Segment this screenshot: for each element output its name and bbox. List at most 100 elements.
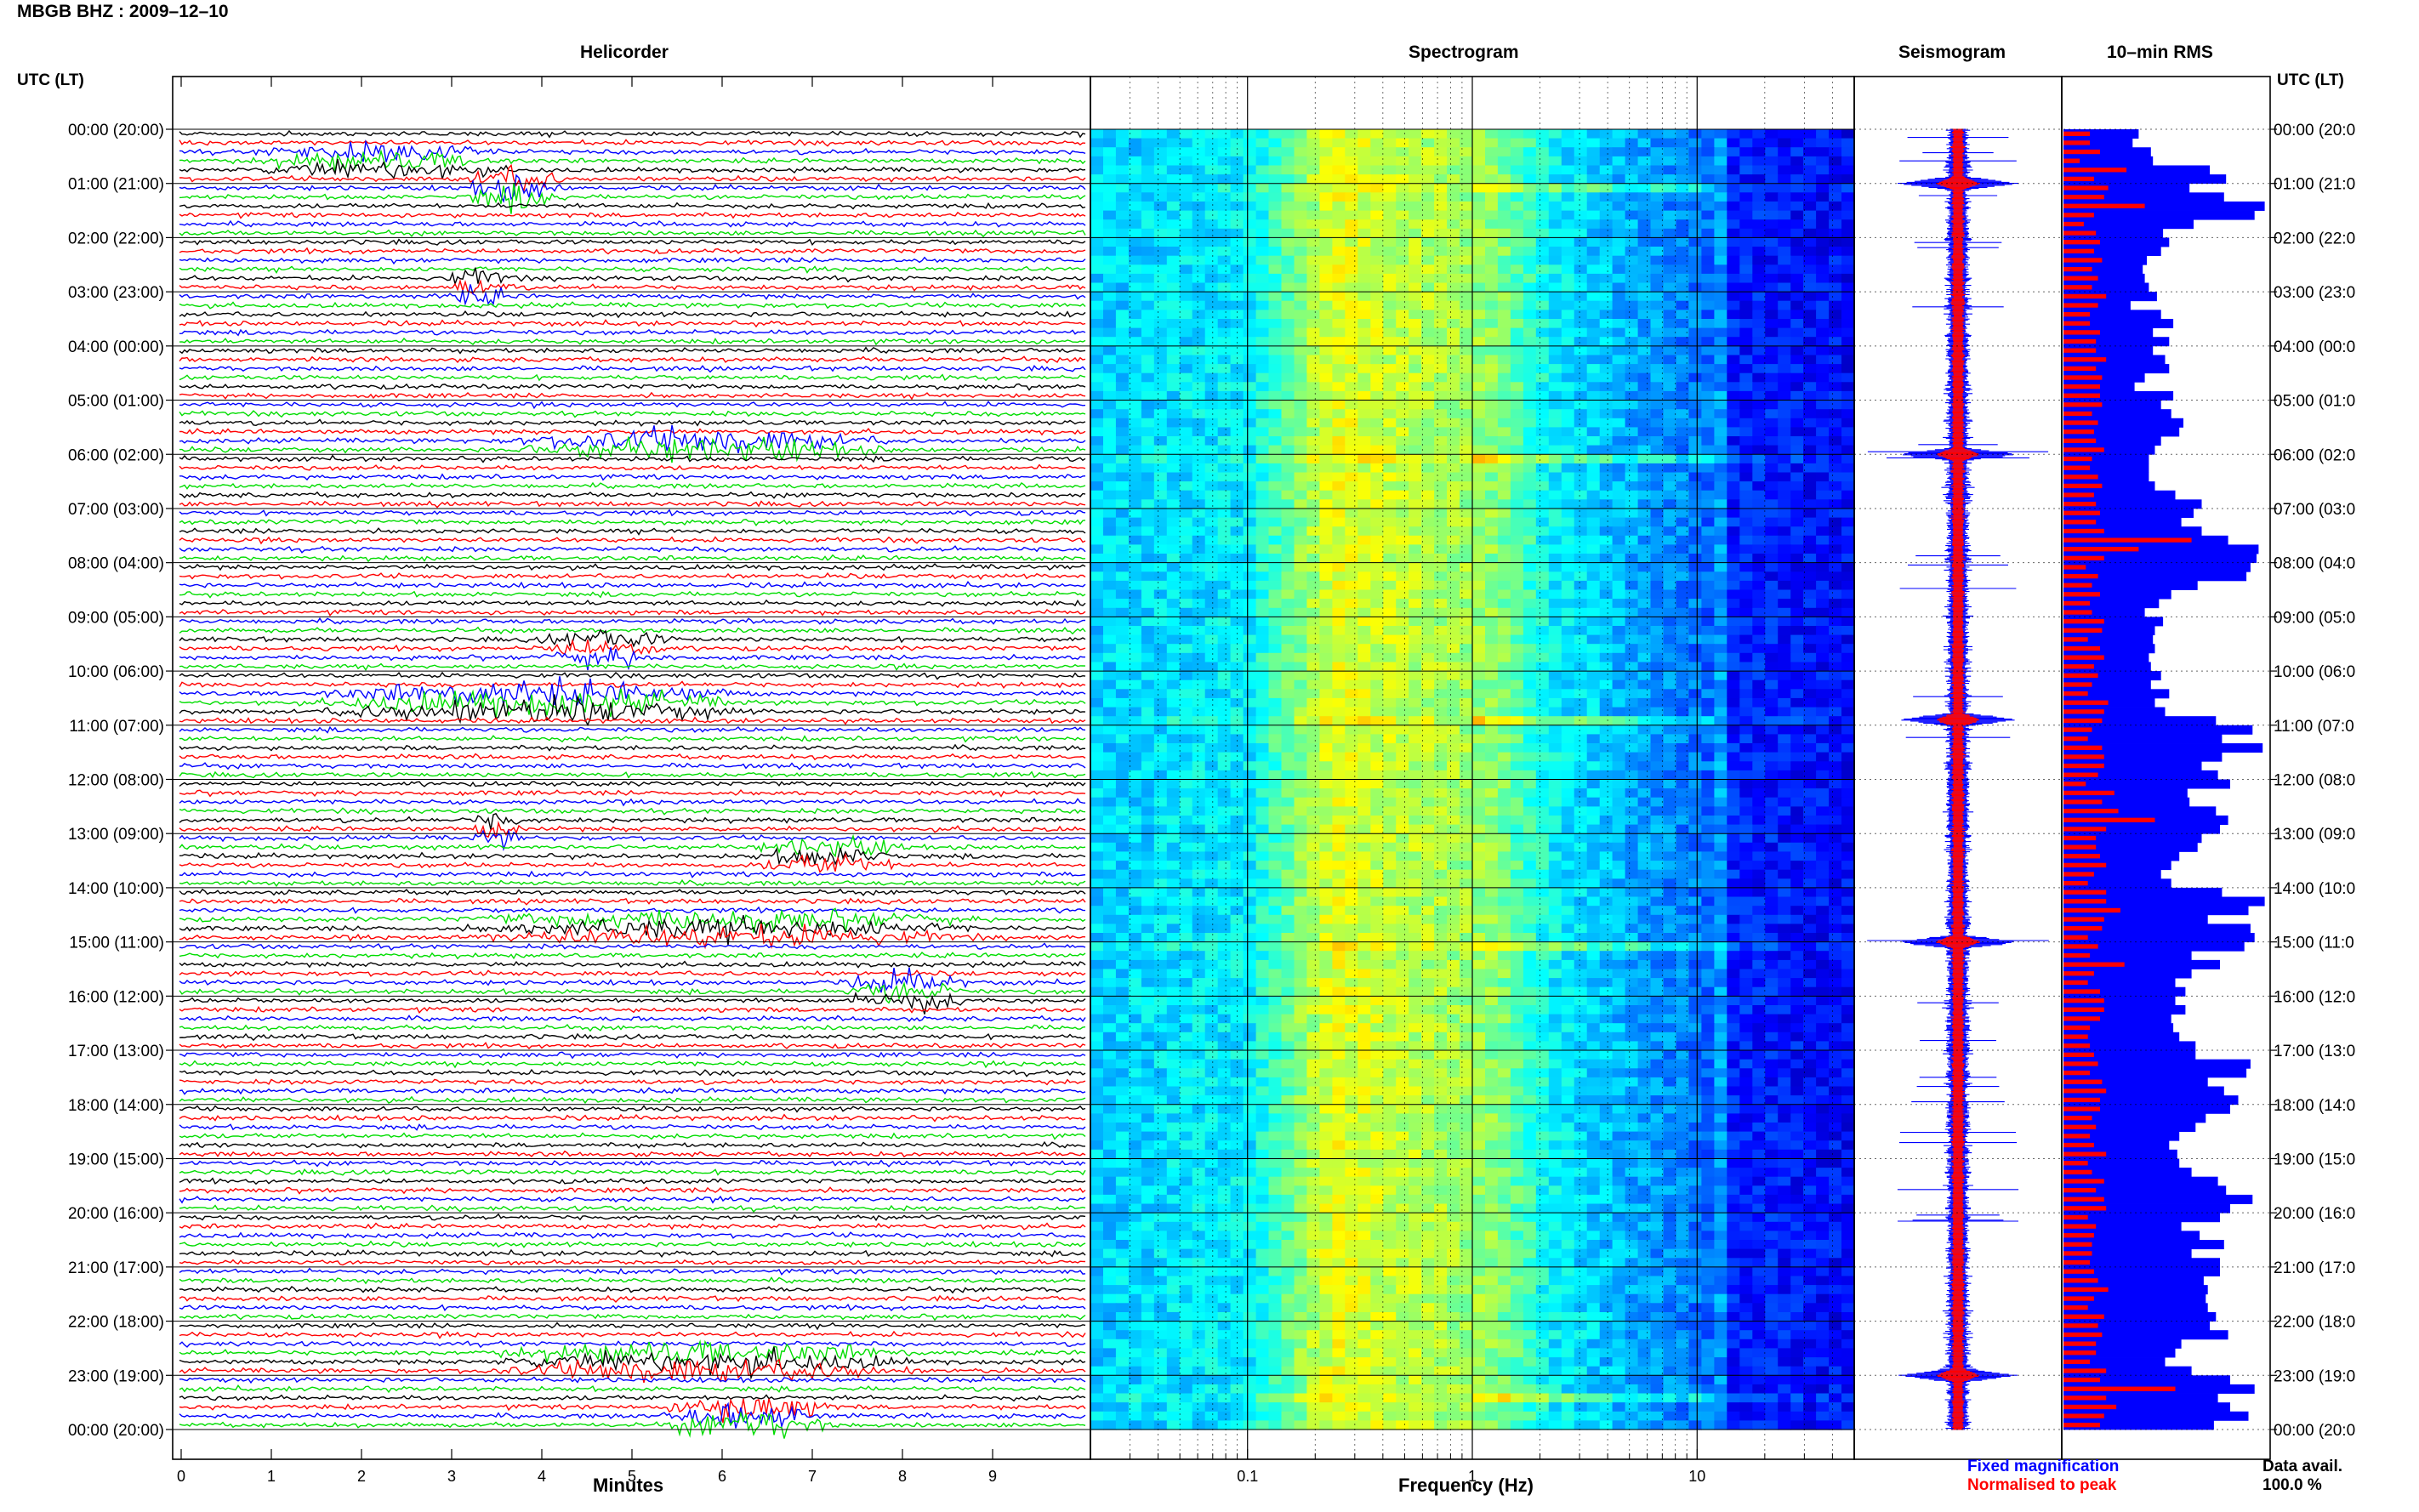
spectrogram-cell [1586,743,1601,753]
spectrogram-cell [1548,138,1562,148]
spectrogram-cell [1357,499,1371,509]
spectrogram-cell [1523,372,1537,383]
spectrogram-cell [1497,228,1511,239]
spectrogram-cell [1179,679,1193,690]
spectrogram-cell [1472,273,1486,284]
spectrogram-cell [1090,183,1104,193]
spectrogram-cell [1714,869,1727,879]
spectrogram-cell [1676,644,1690,654]
spectrogram-cell [1625,806,1639,816]
spectrogram-cell [1599,364,1614,374]
spectrogram-cell [1561,490,1575,500]
spectrogram-cell [1357,210,1371,220]
spectrogram-cell [1243,716,1257,726]
spectrogram-cell [1829,671,1842,681]
spectrogram-cell [1574,183,1588,193]
spectrogram-cell [1243,481,1257,492]
spectrogram-cell [1319,138,1333,148]
spectrogram-cell [1472,761,1486,771]
spectrogram-cell [1752,662,1766,672]
spectrogram-cell [1688,292,1702,302]
spectrogram-cell [1357,345,1371,356]
spectrogram-cell [1714,861,1727,871]
spectrogram-cell [1612,869,1626,879]
spectrogram-cell [1523,337,1537,347]
spectrogram-cell [1637,580,1652,591]
spectrogram-cell [1650,851,1665,861]
spectrogram-cell [1841,589,1855,600]
spectrogram-cell [1472,716,1486,726]
spectrogram-cell [1701,644,1715,654]
spectrogram-cell [1663,310,1677,320]
spectrogram-cell [1650,671,1665,681]
spectrogram-cell [1255,869,1270,879]
spectrogram-cell [1586,463,1601,474]
spectrogram-cell [1357,390,1371,401]
spectrogram-cell [1409,544,1422,554]
spectrogram-cell [1115,689,1130,699]
spectrogram-cell [1829,689,1842,699]
spectrogram-cell [1472,472,1486,482]
spectrogram-cell [1663,174,1677,185]
spectrogram-cell [1115,634,1130,645]
spectrogram-cell [1663,544,1677,554]
spectrogram-cell [1396,824,1409,834]
spectrogram-cell [1535,707,1550,717]
spectrogram-cell [1485,273,1499,284]
spectrogram-cell [1701,734,1715,744]
spectrogram-cell [1434,842,1448,853]
spectrogram-cell [1816,210,1830,220]
spectrogram-cell [1103,652,1117,663]
spectrogram-cell [1778,743,1791,753]
spectrogram-cell [1829,652,1842,663]
spectrogram-cell [1217,861,1232,871]
spectrogram-cell [1599,327,1614,338]
spectrogram-cell [1714,770,1727,781]
spectrogram-cell [1268,345,1283,356]
spectrogram-cell [1243,861,1257,871]
spectrogram-cell [1485,138,1499,148]
spectrogram-cell [1599,806,1614,816]
spectrogram-cell [1421,509,1435,519]
spectrogram-cell [1714,264,1727,275]
spectrogram-cell [1128,617,1142,627]
spectrogram-cell [1637,292,1652,302]
spectrogram-cell [1179,554,1193,564]
spectrogram-cell [1383,806,1397,816]
spectrogram-cell [1574,147,1588,157]
spectrogram-cell [1230,165,1244,175]
spectrogram-cell [1128,725,1142,736]
spectrogram-cell [1561,626,1575,636]
spectrogram-cell [1204,490,1219,500]
spectrogram-cell [1586,129,1601,139]
spectrogram-cell [1727,292,1740,302]
spectrogram-cell [1345,147,1358,157]
spectrogram-cell [1561,219,1575,230]
spectrogram-cell [1472,752,1486,762]
spectrogram-cell [1778,390,1791,401]
spectrogram-cell [1243,300,1257,310]
spectrogram-cell [1332,183,1346,193]
spectrogram-cell [1739,183,1753,193]
spectrogram-cell [1141,409,1155,419]
spectrogram-cell [1485,174,1499,185]
spectrogram-cell [1790,644,1804,654]
spectrogram-cell [1370,255,1384,265]
spectrogram-cell [1294,517,1308,527]
spectrogram-cell [1204,436,1219,446]
spectrogram-cell [1612,824,1626,834]
spectrogram-cell [1217,390,1232,401]
spectrogram-cell [1294,147,1308,157]
spectrogram-cell [1370,372,1384,383]
spectrogram-cell [1153,255,1168,265]
spectrogram-cell [1179,797,1193,807]
spectrogram-cell [1460,310,1473,320]
spectrogram-cell [1816,770,1830,781]
spectrogram-cell [1396,851,1409,861]
spectrogram-cell [1599,409,1614,419]
spectrogram-cell [1255,599,1270,609]
spectrogram-cell [1179,210,1193,220]
spectrogram-cell [1141,210,1155,220]
spectrogram-cell [1701,517,1715,527]
spectrogram-cell [1396,345,1409,356]
